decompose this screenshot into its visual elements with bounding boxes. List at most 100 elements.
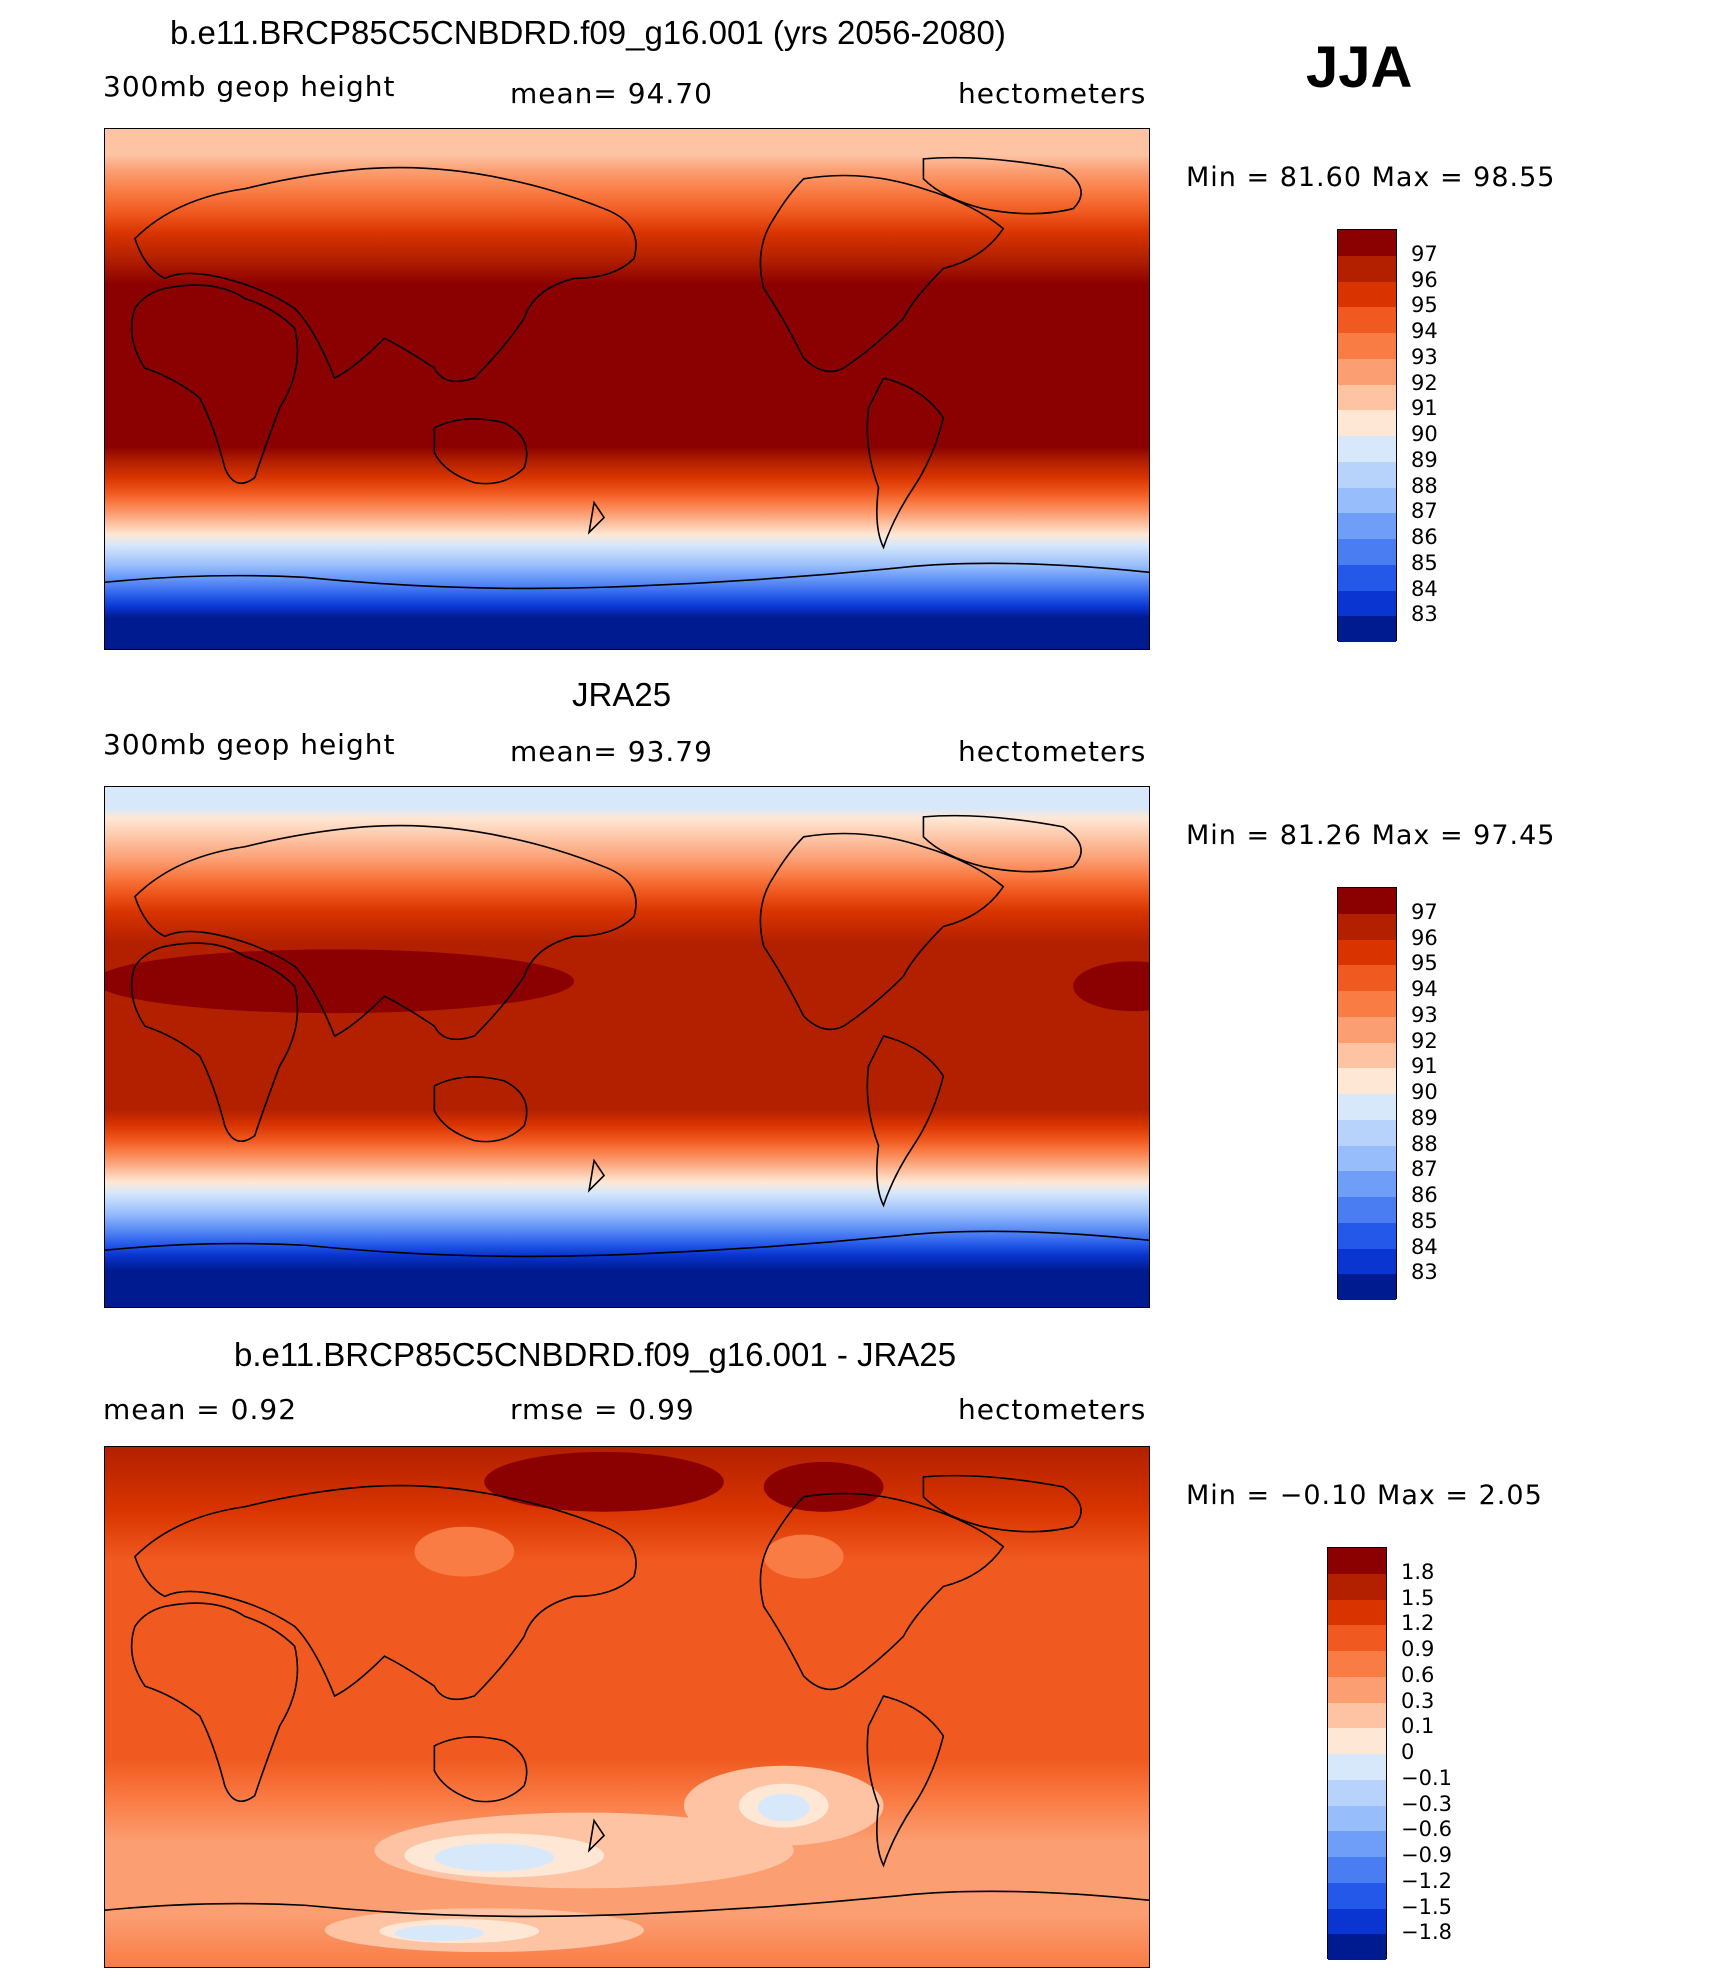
- colorbar-tick-label: 93: [1411, 1002, 1438, 1027]
- colorbar-tick-label: 92: [1411, 370, 1438, 395]
- colorbar-segment: [1338, 384, 1396, 412]
- panel2-field: [105, 787, 1149, 1307]
- panel2-title: JRA25: [572, 676, 672, 713]
- colorbar-segment: [1328, 1702, 1386, 1730]
- colorbar-tick-label: 85: [1411, 550, 1438, 575]
- colorbar-tick-label: 95: [1411, 951, 1438, 976]
- panel1-title: b.e11.BRCP85C5CNBDRD.f09_g16.001 (yrs 20…: [170, 14, 1006, 51]
- panel1-map: [104, 128, 1150, 650]
- panel3-coastlines: [105, 1474, 1149, 1918]
- panel2-map-svg: [105, 787, 1149, 1307]
- colorbar-tick-label: −0.9: [1401, 1843, 1452, 1867]
- panel2-minmax: Min = 81.26 Max = 97.45: [1186, 820, 1556, 851]
- colorbar-segment: [1328, 1805, 1386, 1833]
- colorbar-segment: [1338, 1016, 1396, 1044]
- colorbar-segment: [1338, 991, 1396, 1018]
- colorbar-segment: [1338, 461, 1396, 489]
- panel2-max-zone-atlantic: [1073, 961, 1149, 1012]
- colorbar-segment: [1338, 1248, 1396, 1276]
- colorbar-segment: [1338, 1171, 1396, 1198]
- colorbar-tick-label: 1.8: [1401, 1559, 1435, 1584]
- colorbar-segment: [1338, 1119, 1396, 1147]
- colorbar-tick-label: 96: [1411, 925, 1438, 950]
- colorbar-segment: [1338, 307, 1396, 334]
- colorbar-segment: [1338, 410, 1396, 437]
- colorbar-segment: [1338, 939, 1396, 967]
- colorbar-tick-label: −1.8: [1401, 1920, 1452, 1945]
- colorbar-tick-label: 92: [1411, 1028, 1438, 1053]
- colorbar-segment: [1338, 1197, 1396, 1224]
- colorbar-tick-label: 93: [1411, 344, 1438, 369]
- colorbar-tick-label: 85: [1411, 1208, 1438, 1233]
- panel2-variable-label: 300mb geop height: [103, 728, 396, 761]
- colorbar-tick-label: 97: [1411, 241, 1438, 266]
- colorbar-segment: [1328, 1779, 1386, 1807]
- colorbar-segment: [1338, 358, 1396, 386]
- colorbar-segment: [1328, 1857, 1386, 1884]
- colorbar-segment: [1338, 255, 1396, 283]
- colorbar-tick-label: 87: [1411, 1157, 1438, 1182]
- colorbar-segment: [1328, 1548, 1386, 1575]
- panel1-variable-label: 300mb geop height: [103, 70, 396, 103]
- panel3-patch-m: [394, 1925, 485, 1942]
- colorbar-tick-label: 88: [1411, 473, 1438, 498]
- colorbar-tick-label: 94: [1411, 977, 1438, 1001]
- panel3-map: [104, 1446, 1150, 1968]
- colorbar-segment: [1338, 1145, 1396, 1173]
- colorbar-segment: [1338, 281, 1396, 309]
- colorbar-segment: [1338, 1068, 1396, 1095]
- colorbar-segment: [1338, 513, 1396, 540]
- colorbar-box: [1337, 229, 1397, 642]
- colorbar-segment: [1338, 436, 1396, 463]
- colorbar-segment: [1338, 616, 1396, 642]
- colorbar-tick-label: 90: [1411, 1080, 1438, 1104]
- colorbar-segment: [1328, 1676, 1386, 1704]
- panel3-minmax: Min = −0.10 Max = 2.05: [1186, 1480, 1543, 1511]
- colorbar-tick-label: 97: [1411, 899, 1438, 924]
- panel2-map: [104, 786, 1150, 1308]
- colorbar-tick-label: 0.6: [1401, 1662, 1435, 1687]
- panel1-coastlines: [105, 156, 1149, 590]
- panel2-max-zone-asia: [105, 949, 575, 1014]
- colorbar-tick-label: 91: [1411, 396, 1438, 421]
- colorbar-segment: [1338, 913, 1396, 941]
- colorbar-tick-label: 89: [1411, 1105, 1438, 1130]
- colorbar-tick-label: 89: [1411, 447, 1438, 472]
- panel1-minmax: Min = 81.60 Max = 98.55: [1186, 162, 1556, 193]
- colorbar-tick-label: −0.3: [1401, 1791, 1452, 1816]
- colorbar-tick-label: 84: [1411, 576, 1438, 601]
- panel3-field: [105, 1447, 1149, 1967]
- colorbar-tick-label: −1.2: [1401, 1868, 1452, 1893]
- colorbar-tick-label: 0.3: [1401, 1688, 1435, 1713]
- colorbar-tick-label: −0.6: [1401, 1817, 1452, 1842]
- season-label: JJA: [1306, 35, 1413, 100]
- colorbar-segment: [1328, 1599, 1386, 1627]
- colorbar-segment: [1328, 1754, 1386, 1781]
- colorbar-tick-label: 86: [1411, 1183, 1438, 1207]
- colorbar-tick-label: 0.9: [1401, 1637, 1435, 1661]
- colorbar-tick-label: 95: [1411, 293, 1438, 318]
- colorbar-tick-label: −1.5: [1401, 1894, 1452, 1919]
- panel3-patch-l: [757, 1793, 810, 1822]
- colorbar-tick-label: 94: [1411, 319, 1438, 343]
- colorbar-segment: [1328, 1573, 1386, 1601]
- panel3-patch-k: [434, 1843, 555, 1872]
- colorbar-segment: [1328, 1728, 1386, 1755]
- colorbar-tick-label: 87: [1411, 499, 1438, 524]
- colorbar-segment: [1338, 539, 1396, 566]
- colorbar-segment: [1338, 965, 1396, 992]
- colorbar-segment: [1338, 487, 1396, 515]
- panel2-coastlines: [105, 814, 1149, 1258]
- colorbar-segment: [1328, 1831, 1386, 1858]
- colorbar-tick-label: 84: [1411, 1234, 1438, 1259]
- colorbar-segment: [1328, 1651, 1386, 1678]
- colorbar-segment: [1328, 1934, 1386, 1960]
- colorbar-segment: [1338, 590, 1396, 618]
- panel3-map-svg: [105, 1447, 1149, 1967]
- panel1-map-svg: [105, 129, 1149, 649]
- colorbar-segment: [1338, 1042, 1396, 1070]
- colorbar-tick-label: 0: [1401, 1740, 1415, 1764]
- colorbar-segment: [1338, 1094, 1396, 1121]
- colorbar-tick-label: 1.5: [1401, 1585, 1435, 1610]
- colorbar-tick-label: 1.2: [1401, 1611, 1435, 1636]
